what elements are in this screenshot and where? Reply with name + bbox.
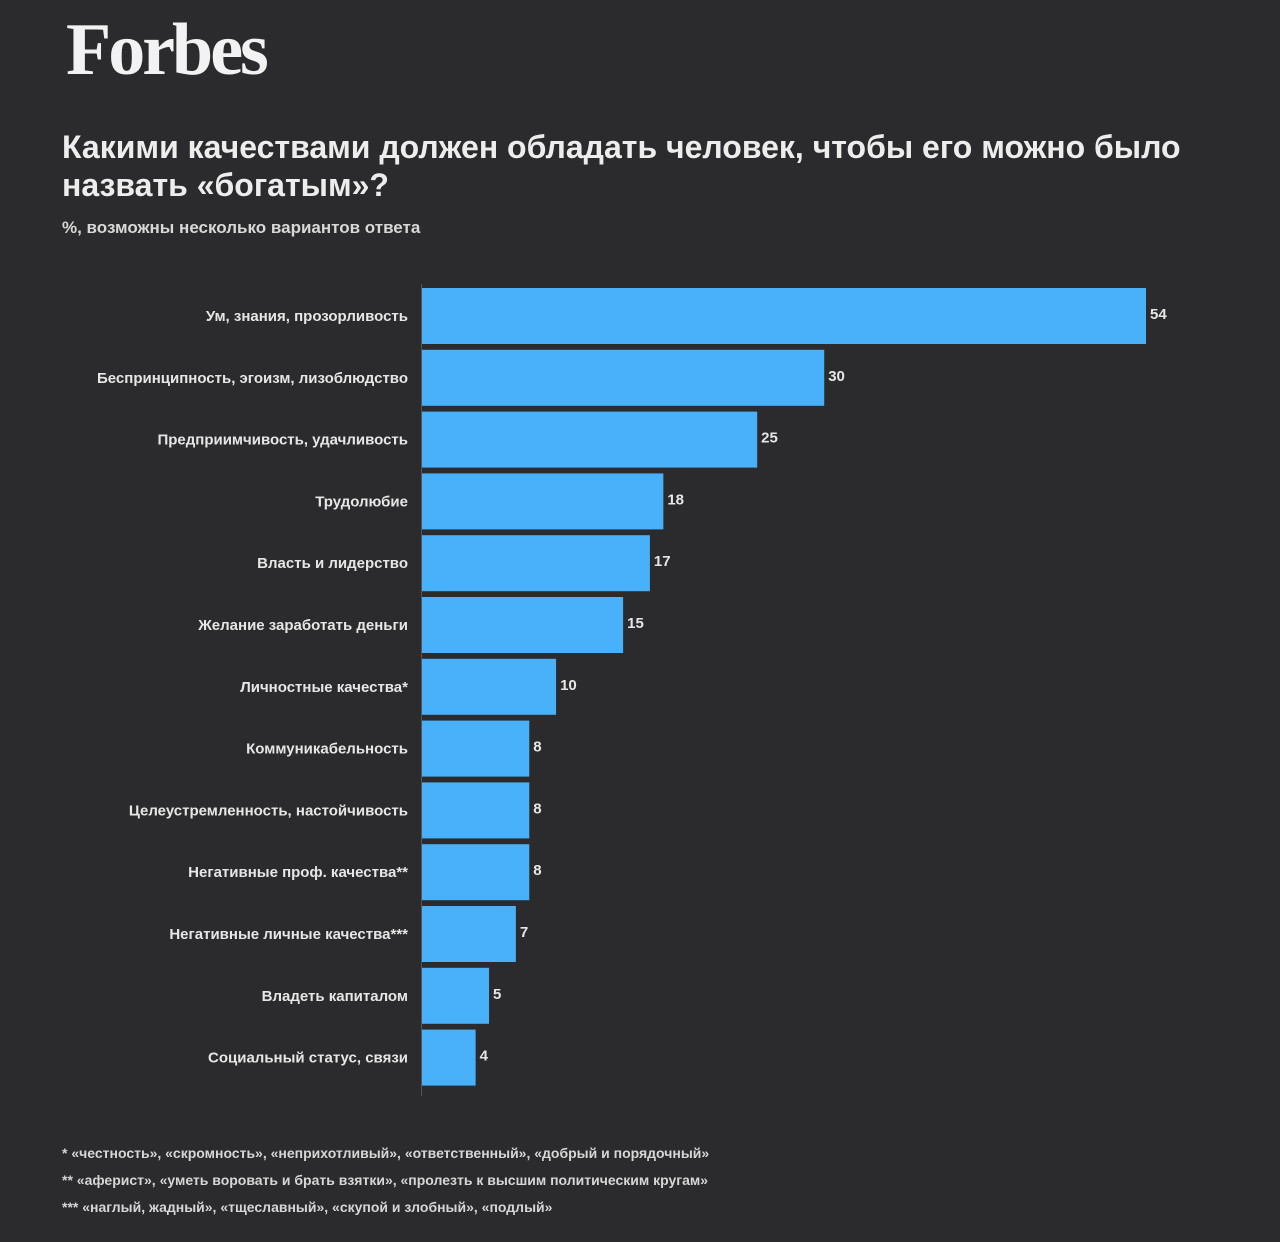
category-label: Власть и лидерство (257, 555, 408, 572)
bar (422, 906, 516, 962)
value-label: 17 (654, 553, 671, 570)
category-label: Предприимчивость, удачливость (157, 432, 408, 449)
value-label: 7 (520, 924, 528, 941)
footnote-3: *** «наглый, жадный», «тщеславный», «ску… (62, 1199, 553, 1215)
forbes-logo: Forbes (66, 9, 269, 91)
bar (422, 720, 530, 777)
value-label: 5 (493, 986, 501, 1003)
category-label: Личностные качества* (240, 679, 408, 696)
bar (422, 1029, 476, 1086)
value-label: 15 (627, 615, 644, 632)
category-label: Трудолюбие (315, 493, 408, 510)
bar (422, 658, 557, 715)
footnote-1: * «честность», «скромность», «неприхотли… (62, 1145, 710, 1161)
category-label: Желание заработать деньги (197, 617, 408, 634)
value-label: 8 (533, 739, 541, 756)
value-label: 30 (828, 368, 845, 385)
category-label: Владеть капиталом (262, 988, 408, 1005)
value-label: 18 (667, 491, 684, 508)
footnotes: * «честность», «скромность», «неприхотли… (62, 1140, 709, 1221)
category-label: Негативные личные качества*** (169, 926, 408, 943)
category-label: Целеустремленность, настойчивость (129, 802, 408, 819)
category-label: Коммуникабельность (246, 741, 408, 758)
bar (422, 349, 825, 406)
footnote-2: ** «аферист», «уметь воровать и брать вз… (62, 1172, 709, 1188)
bar (422, 288, 1146, 344)
category-label: Ум, знания, прозорливость (206, 308, 408, 325)
bar (422, 844, 530, 901)
bar (422, 473, 664, 530)
value-label: 4 (480, 1048, 489, 1065)
chart-subtitle: %, возможны несколько вариантов ответа (62, 218, 421, 237)
category-label: Негативные проф. качества** (188, 864, 408, 881)
bar (422, 967, 490, 1024)
bar (422, 535, 650, 592)
category-label: Социальный статус, связи (208, 1050, 408, 1067)
chart-title: Какими качествами должен обладать челове… (62, 129, 1181, 203)
value-label: 10 (560, 677, 577, 694)
value-label: 8 (533, 862, 541, 879)
bar (422, 411, 758, 468)
value-label: 8 (533, 800, 541, 817)
value-label: 25 (761, 430, 778, 447)
bar-chart: Ум, знания, прозорливость 54Беспринципнос… (97, 284, 1167, 1096)
bar (422, 782, 530, 839)
category-label: Беспринципность, эгоизм, лизоблюдство (97, 370, 408, 387)
value-label: 54 (1150, 306, 1167, 323)
bar (422, 597, 624, 653)
